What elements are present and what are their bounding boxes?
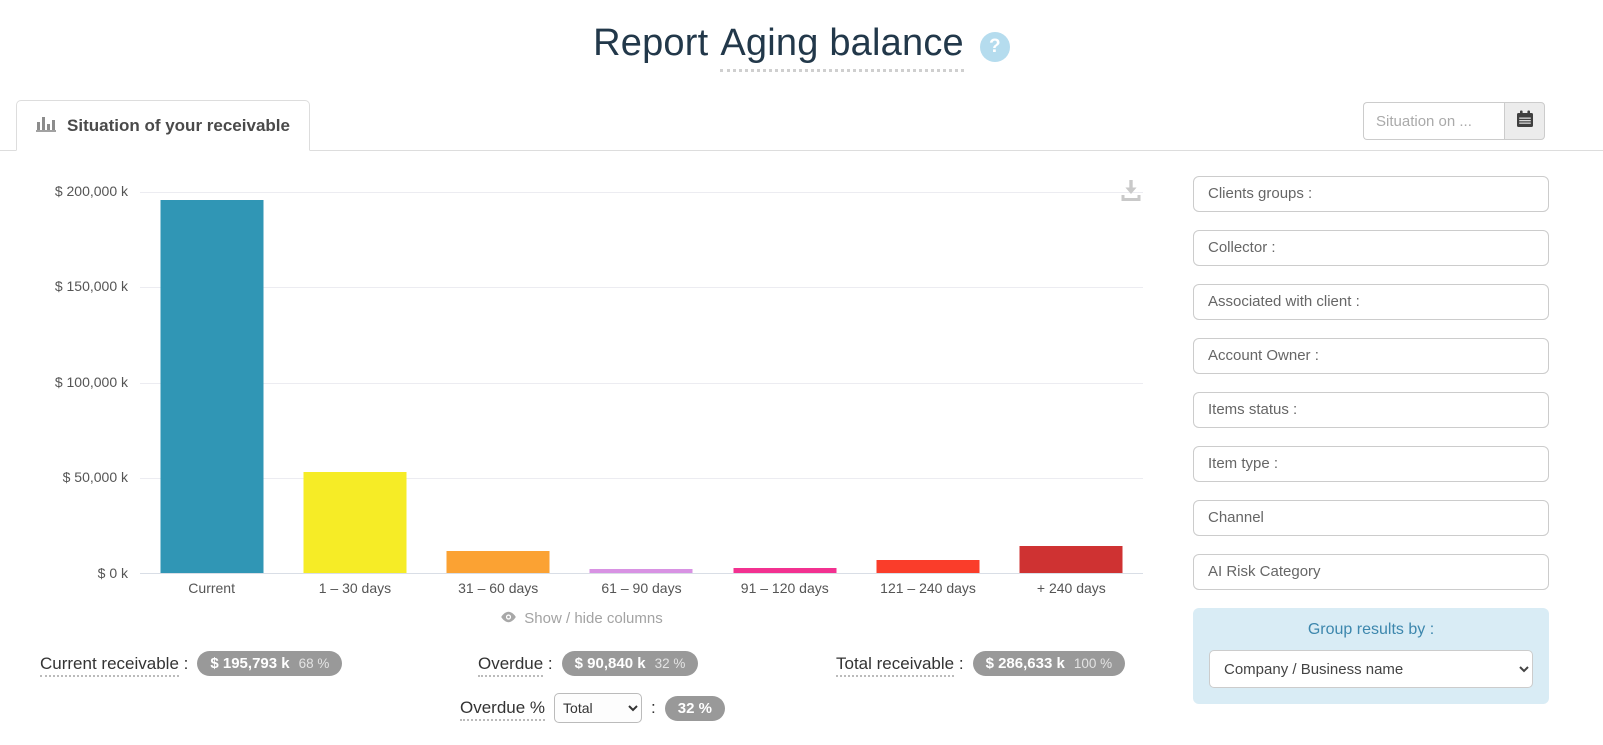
x-axis-labels: Current 1 – 30 days 31 – 60 days 61 – 90 da… [140, 580, 1143, 596]
total-receivable-percent: 100 % [1073, 656, 1113, 671]
overdue-percent: 32 % [654, 656, 686, 671]
situation-date-group [1363, 102, 1545, 140]
bar-0[interactable] [160, 200, 264, 573]
bar-6[interactable] [1019, 545, 1123, 573]
gridline [140, 477, 1143, 479]
bar-5[interactable] [876, 560, 980, 573]
bar-cell [1000, 192, 1143, 573]
y-axis-tick: $ 50,000 k [62, 469, 128, 485]
total-receivable-value: $ 286,633 k [985, 655, 1065, 672]
x-axis-label: Current [188, 580, 235, 596]
x-axis-label: 61 – 90 days [601, 580, 682, 596]
bar-cell [427, 192, 570, 573]
y-axis-tick: $ 150,000 k [54, 278, 128, 294]
aging-balance-chart: $ 200,000 k $ 150,000 k $ 100,000 k $ 50… [20, 170, 1143, 640]
page-title-row: Report Aging balance ? [0, 22, 1603, 72]
filters-sidebar: Clients groups : Collector : Associated … [1193, 176, 1549, 704]
overdue-badge: $ 90,840 k 32 % [561, 651, 699, 676]
overdue-label: Overdue : [478, 653, 553, 677]
y-axis-tick: $ 200,000 k [54, 183, 128, 199]
tab-situation-of-receivable[interactable]: Situation of your receivable [16, 100, 310, 151]
bar-cell [856, 192, 999, 573]
overdue-percent-label: Overdue % [460, 698, 546, 721]
current-receivable-label: Current receivable : [40, 653, 188, 677]
x-axis-label: 91 – 120 days [740, 580, 829, 596]
bar-3[interactable] [589, 568, 693, 573]
overdue-value: $ 90,840 k [574, 655, 646, 672]
filter-channel[interactable]: Channel [1193, 500, 1549, 536]
overdue-percent-stat: Overdue % Total : 32 % [460, 693, 725, 723]
filter-collector[interactable]: Collector : [1193, 230, 1549, 266]
calendar-button[interactable] [1504, 102, 1545, 140]
bar-4[interactable] [733, 567, 837, 573]
filter-item-type[interactable]: Item type : [1193, 446, 1549, 482]
overdue-percent-value: 32 % [677, 699, 712, 717]
filter-associated-with-client[interactable]: Associated with client : [1193, 284, 1549, 320]
group-results-select[interactable]: Company / Business name [1209, 650, 1533, 688]
x-axis-label: 31 – 60 days [458, 580, 539, 596]
filter-account-owner[interactable]: Account Owner : [1193, 338, 1549, 374]
download-icon [1118, 180, 1144, 210]
current-receivable-stat: Current receivable : $ 195,793 k 68 % [40, 651, 343, 677]
page-title-main: Aging balance [720, 22, 964, 72]
calendar-icon [1516, 110, 1534, 133]
current-receivable-badge: $ 195,793 k 68 % [197, 651, 343, 676]
filter-ai-risk-category[interactable]: AI Risk Category [1193, 554, 1549, 590]
situation-date-input[interactable] [1363, 102, 1504, 140]
show-hide-columns-label: Show / hide columns [524, 610, 663, 627]
page-title: Report Aging balance [593, 22, 964, 72]
current-receivable-percent: 68 % [298, 656, 330, 671]
filter-clients-groups[interactable]: Clients groups : [1193, 176, 1549, 212]
x-axis-label: + 240 days [1036, 580, 1106, 596]
group-results-panel: Group results by : Company / Business na… [1193, 608, 1549, 704]
group-results-title: Group results by : [1307, 621, 1435, 638]
y-axis-tick: $ 100,000 k [54, 374, 128, 390]
total-receivable-badge: $ 286,633 k 100 % [972, 651, 1126, 676]
plot-area [140, 192, 1143, 574]
overdue-percent-badge: 32 % [664, 695, 725, 721]
total-receivable-stat: Total receivable : $ 286,633 k 100 % [836, 651, 1126, 677]
bar-cell [570, 192, 713, 573]
x-axis-label: 121 – 240 days [880, 580, 976, 596]
eye-icon [500, 610, 517, 627]
x-axis-label: 1 – 30 days [318, 580, 392, 596]
bar-cell [283, 192, 426, 573]
help-icon[interactable]: ? [979, 31, 1010, 62]
overdue-percent-select[interactable]: Total [554, 693, 643, 723]
tab-label: Situation of your receivable [67, 115, 290, 135]
gridline [140, 287, 1143, 289]
bar-cell [140, 192, 283, 573]
bar-chart-icon [36, 115, 57, 137]
y-axis-tick: $ 0 k [97, 565, 128, 581]
total-receivable-label: Total receivable : [836, 653, 964, 677]
tabbar-divider [0, 150, 1603, 151]
overdue-stat: Overdue : $ 90,840 k 32 % [478, 651, 699, 677]
filter-items-status[interactable]: Items status : [1193, 392, 1549, 428]
download-chart-button[interactable] [1118, 178, 1144, 206]
page-title-prefix: Report [593, 22, 709, 64]
gridline [140, 382, 1143, 384]
overdue-percent-colon: : [651, 698, 656, 717]
bar-2[interactable] [446, 550, 550, 573]
bar-cell [713, 192, 856, 573]
current-receivable-value: $ 195,793 k [210, 655, 290, 672]
bar-1[interactable] [303, 472, 407, 573]
gridline [140, 192, 1143, 193]
show-hide-columns-link[interactable]: Show / hide columns [20, 610, 1143, 627]
